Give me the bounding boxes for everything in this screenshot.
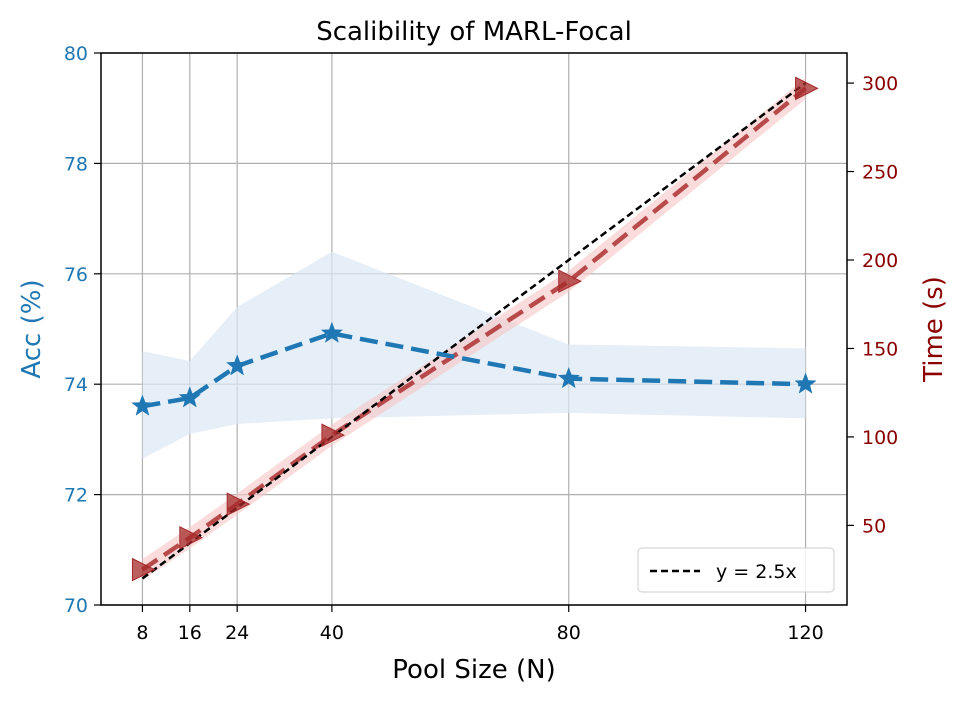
acc-marker xyxy=(794,372,817,394)
y-right-tick-label: 100 xyxy=(862,427,898,449)
time-marker xyxy=(321,423,346,447)
x-tick-label: 120 xyxy=(787,622,823,644)
legend-label-ref-line: y = 2.5x xyxy=(716,561,797,583)
acc-marker xyxy=(178,386,201,408)
legend-box xyxy=(637,547,835,593)
y-left-tick-label: 74 xyxy=(64,374,88,396)
time-band xyxy=(142,77,806,581)
y-left-tick-label: 70 xyxy=(64,595,88,617)
acc-marker xyxy=(226,354,249,376)
axes: 8 16 24 40 80 120 70 72 74 76 78 80 50 100 150 200 250 30… xyxy=(64,43,898,644)
acc-marker xyxy=(131,394,154,416)
y-right-tick-label: 50 xyxy=(862,515,886,537)
acc-marker xyxy=(557,366,580,389)
legend: y = 2.5x xyxy=(637,547,835,593)
x-tick-label: 8 xyxy=(136,622,148,644)
ref-line xyxy=(141,82,807,580)
x-axis-title: Pool Size (N) xyxy=(392,655,555,685)
y-left-tick-label: 76 xyxy=(64,264,88,286)
time-marker xyxy=(795,76,819,101)
series-lines xyxy=(141,82,807,580)
chart-title: Scalibility of MARL-Focal xyxy=(316,17,632,47)
acc-marker xyxy=(320,321,344,343)
y-right-tick-label: 150 xyxy=(862,338,898,360)
y-axis-right-title: Time (s) xyxy=(919,276,949,383)
time-marker xyxy=(558,269,582,294)
x-tick-label: 24 xyxy=(225,622,249,644)
x-tick-label: 40 xyxy=(320,622,344,644)
y-left-tick-label: 72 xyxy=(64,485,88,507)
time-marker xyxy=(179,525,203,550)
y-right-tick-label: 250 xyxy=(862,162,898,184)
time-marker xyxy=(226,492,251,516)
x-tick-label: 80 xyxy=(557,622,581,644)
plot-frame xyxy=(100,52,848,606)
y-axis-left-title: Acc (%) xyxy=(17,279,47,378)
y-left-tick-label: 80 xyxy=(64,43,88,65)
x-tick-label: 16 xyxy=(178,622,202,644)
confidence-bands xyxy=(142,77,806,581)
series-markers xyxy=(131,76,819,582)
acc-series-line xyxy=(142,331,806,409)
y-right-tick-label: 200 xyxy=(862,250,898,272)
y-left-tick-label: 78 xyxy=(64,153,88,175)
time-marker xyxy=(131,557,156,582)
acc-band xyxy=(142,251,806,459)
y-right-tick-label: 300 xyxy=(862,73,898,95)
time-series-line xyxy=(141,86,807,572)
